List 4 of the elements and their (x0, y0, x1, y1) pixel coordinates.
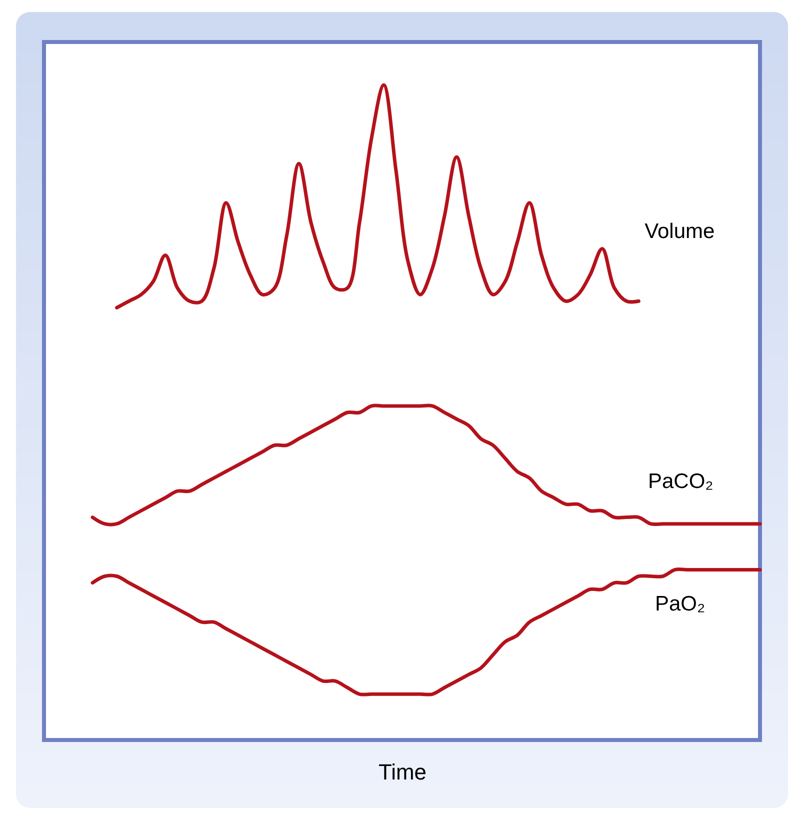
series-label: Volume (644, 220, 715, 244)
x-axis-title: Time (378, 760, 427, 784)
series-label: PaCO₂ (648, 470, 714, 493)
series-label: PaO₂ (655, 592, 706, 616)
